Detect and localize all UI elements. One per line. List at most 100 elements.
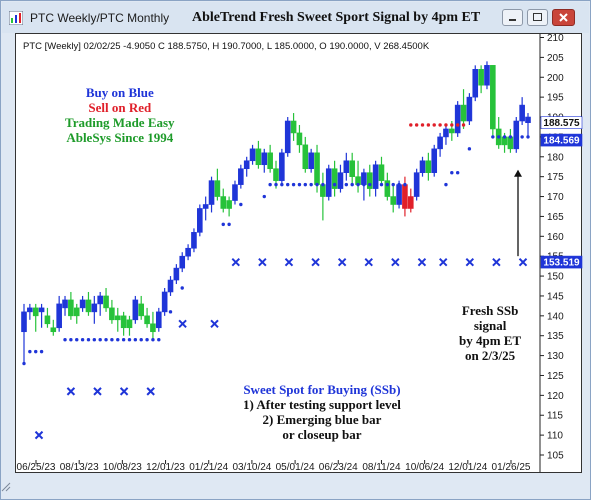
price-tag-stop-box (540, 255, 583, 269)
ssb-title: Sweet Spot for Buying (SSb) (243, 382, 401, 397)
stop-mark (93, 387, 102, 396)
candle-body (372, 164, 379, 189)
chart-area[interactable] (15, 33, 582, 473)
support-dot (239, 202, 243, 207)
support-dot (80, 337, 85, 342)
candle-body (449, 128, 455, 134)
support-dot (309, 182, 313, 187)
candle-body (249, 148, 256, 162)
candle-body (314, 152, 320, 185)
support-dot (180, 286, 184, 290)
support-dot (227, 222, 231, 227)
support-dot (350, 182, 354, 187)
candle-body (378, 164, 385, 181)
info-line: PTC [Weekly] 02/02/25 -4.9050 C 188.5750… (23, 41, 430, 52)
close-button[interactable] (552, 9, 575, 26)
candle-body (431, 148, 438, 173)
support-dot (403, 182, 407, 187)
y-tick-label: 145 (547, 291, 564, 302)
support-dot (444, 182, 448, 187)
stop-mark (146, 387, 155, 396)
x-tick-label: 12/01/24 (448, 462, 487, 473)
candle-body (337, 172, 344, 189)
candle-body (56, 303, 62, 329)
stop-mark (284, 257, 294, 267)
candle-body (366, 172, 373, 189)
support-dot (356, 182, 360, 187)
support-dot (362, 182, 366, 187)
legend-tagline: Trading Made Easy (65, 115, 175, 130)
title-bar[interactable]: PTC Weekly/PTC Monthly AbleTrend Fresh S… (2, 2, 589, 33)
support-dot (291, 182, 296, 187)
y-tick-label: 195 (547, 93, 564, 104)
ssb-rule-1: 1) After testing support level (243, 397, 401, 412)
price-tag-close-box (540, 116, 583, 129)
candle-body (407, 196, 414, 209)
candle-body (454, 104, 461, 134)
x-tick-label: 12/01/23 (146, 462, 185, 473)
support-dot (379, 182, 384, 187)
support-dot (455, 170, 460, 175)
fresh-line-4: on 2/3/25 (464, 348, 516, 363)
maximize-button[interactable] (527, 9, 548, 26)
support-dot (467, 147, 472, 151)
y-tick-label: 130 (547, 351, 564, 362)
support-dot (368, 182, 372, 187)
candle-body (167, 279, 174, 293)
x-tick-label: 05/01/24 (276, 462, 315, 473)
support-dot (397, 182, 401, 187)
candle-body (191, 232, 197, 249)
x-tick-label: 06/23/24 (319, 462, 358, 473)
chart-app-icon (9, 11, 23, 25)
candle-body (284, 120, 291, 154)
y-tick-label: 150 (547, 272, 564, 283)
candle-body (50, 327, 57, 333)
y-tick-label: 135 (547, 331, 564, 342)
support-dot (86, 337, 91, 342)
candle-body (484, 65, 490, 86)
candle-body (320, 184, 326, 197)
support-dot (514, 135, 518, 139)
resize-grip-icon[interactable] (1, 482, 11, 492)
resistance-dot (409, 123, 413, 127)
resistance-dot (461, 123, 466, 127)
ssb-note: Sweet Spot for Buying (SSb) 1) After tes… (243, 382, 401, 442)
y-tick-label: 120 (547, 391, 564, 402)
support-dot (373, 182, 378, 187)
stop-mark (391, 257, 400, 267)
stop-mark (311, 257, 320, 267)
support-dot (39, 349, 44, 354)
stop-mark (518, 257, 528, 267)
y-tick-label: 125 (547, 371, 564, 382)
candle-body (361, 172, 367, 185)
horizontal-scrollbar[interactable] (15, 476, 582, 494)
price-tag-upper: 184.569 (543, 136, 580, 147)
support-dot (133, 337, 138, 342)
fresh-note: Fresh SSb signal by 4pm ET on 2/3/25 (459, 303, 521, 363)
support-dot (127, 337, 132, 342)
minimize-button[interactable] (502, 9, 523, 26)
support-dot (98, 337, 102, 342)
candle-body (396, 184, 402, 205)
support-dot (338, 182, 343, 187)
support-dot (286, 182, 290, 187)
y-tick-label: 205 (547, 53, 564, 64)
x-tick-label: 08/11/24 (362, 462, 401, 473)
stop-mark (417, 257, 427, 267)
stop-mark (66, 387, 76, 396)
stop-mark (364, 257, 373, 267)
candle-body (73, 307, 80, 317)
support-dot (496, 135, 501, 139)
legend-since: AbleSys Since 1994 (66, 130, 174, 145)
candle-body (97, 295, 103, 305)
y-tick-label: 115 (547, 411, 563, 422)
support-dot (151, 337, 155, 342)
x-tick-label: 06/25/23 (17, 462, 56, 473)
candle-body (155, 311, 162, 329)
candle-body (460, 104, 467, 122)
y-tick-label: 200 (547, 73, 564, 84)
candle-body (226, 200, 232, 209)
support-dot (69, 337, 73, 342)
stop-mark (337, 257, 347, 267)
